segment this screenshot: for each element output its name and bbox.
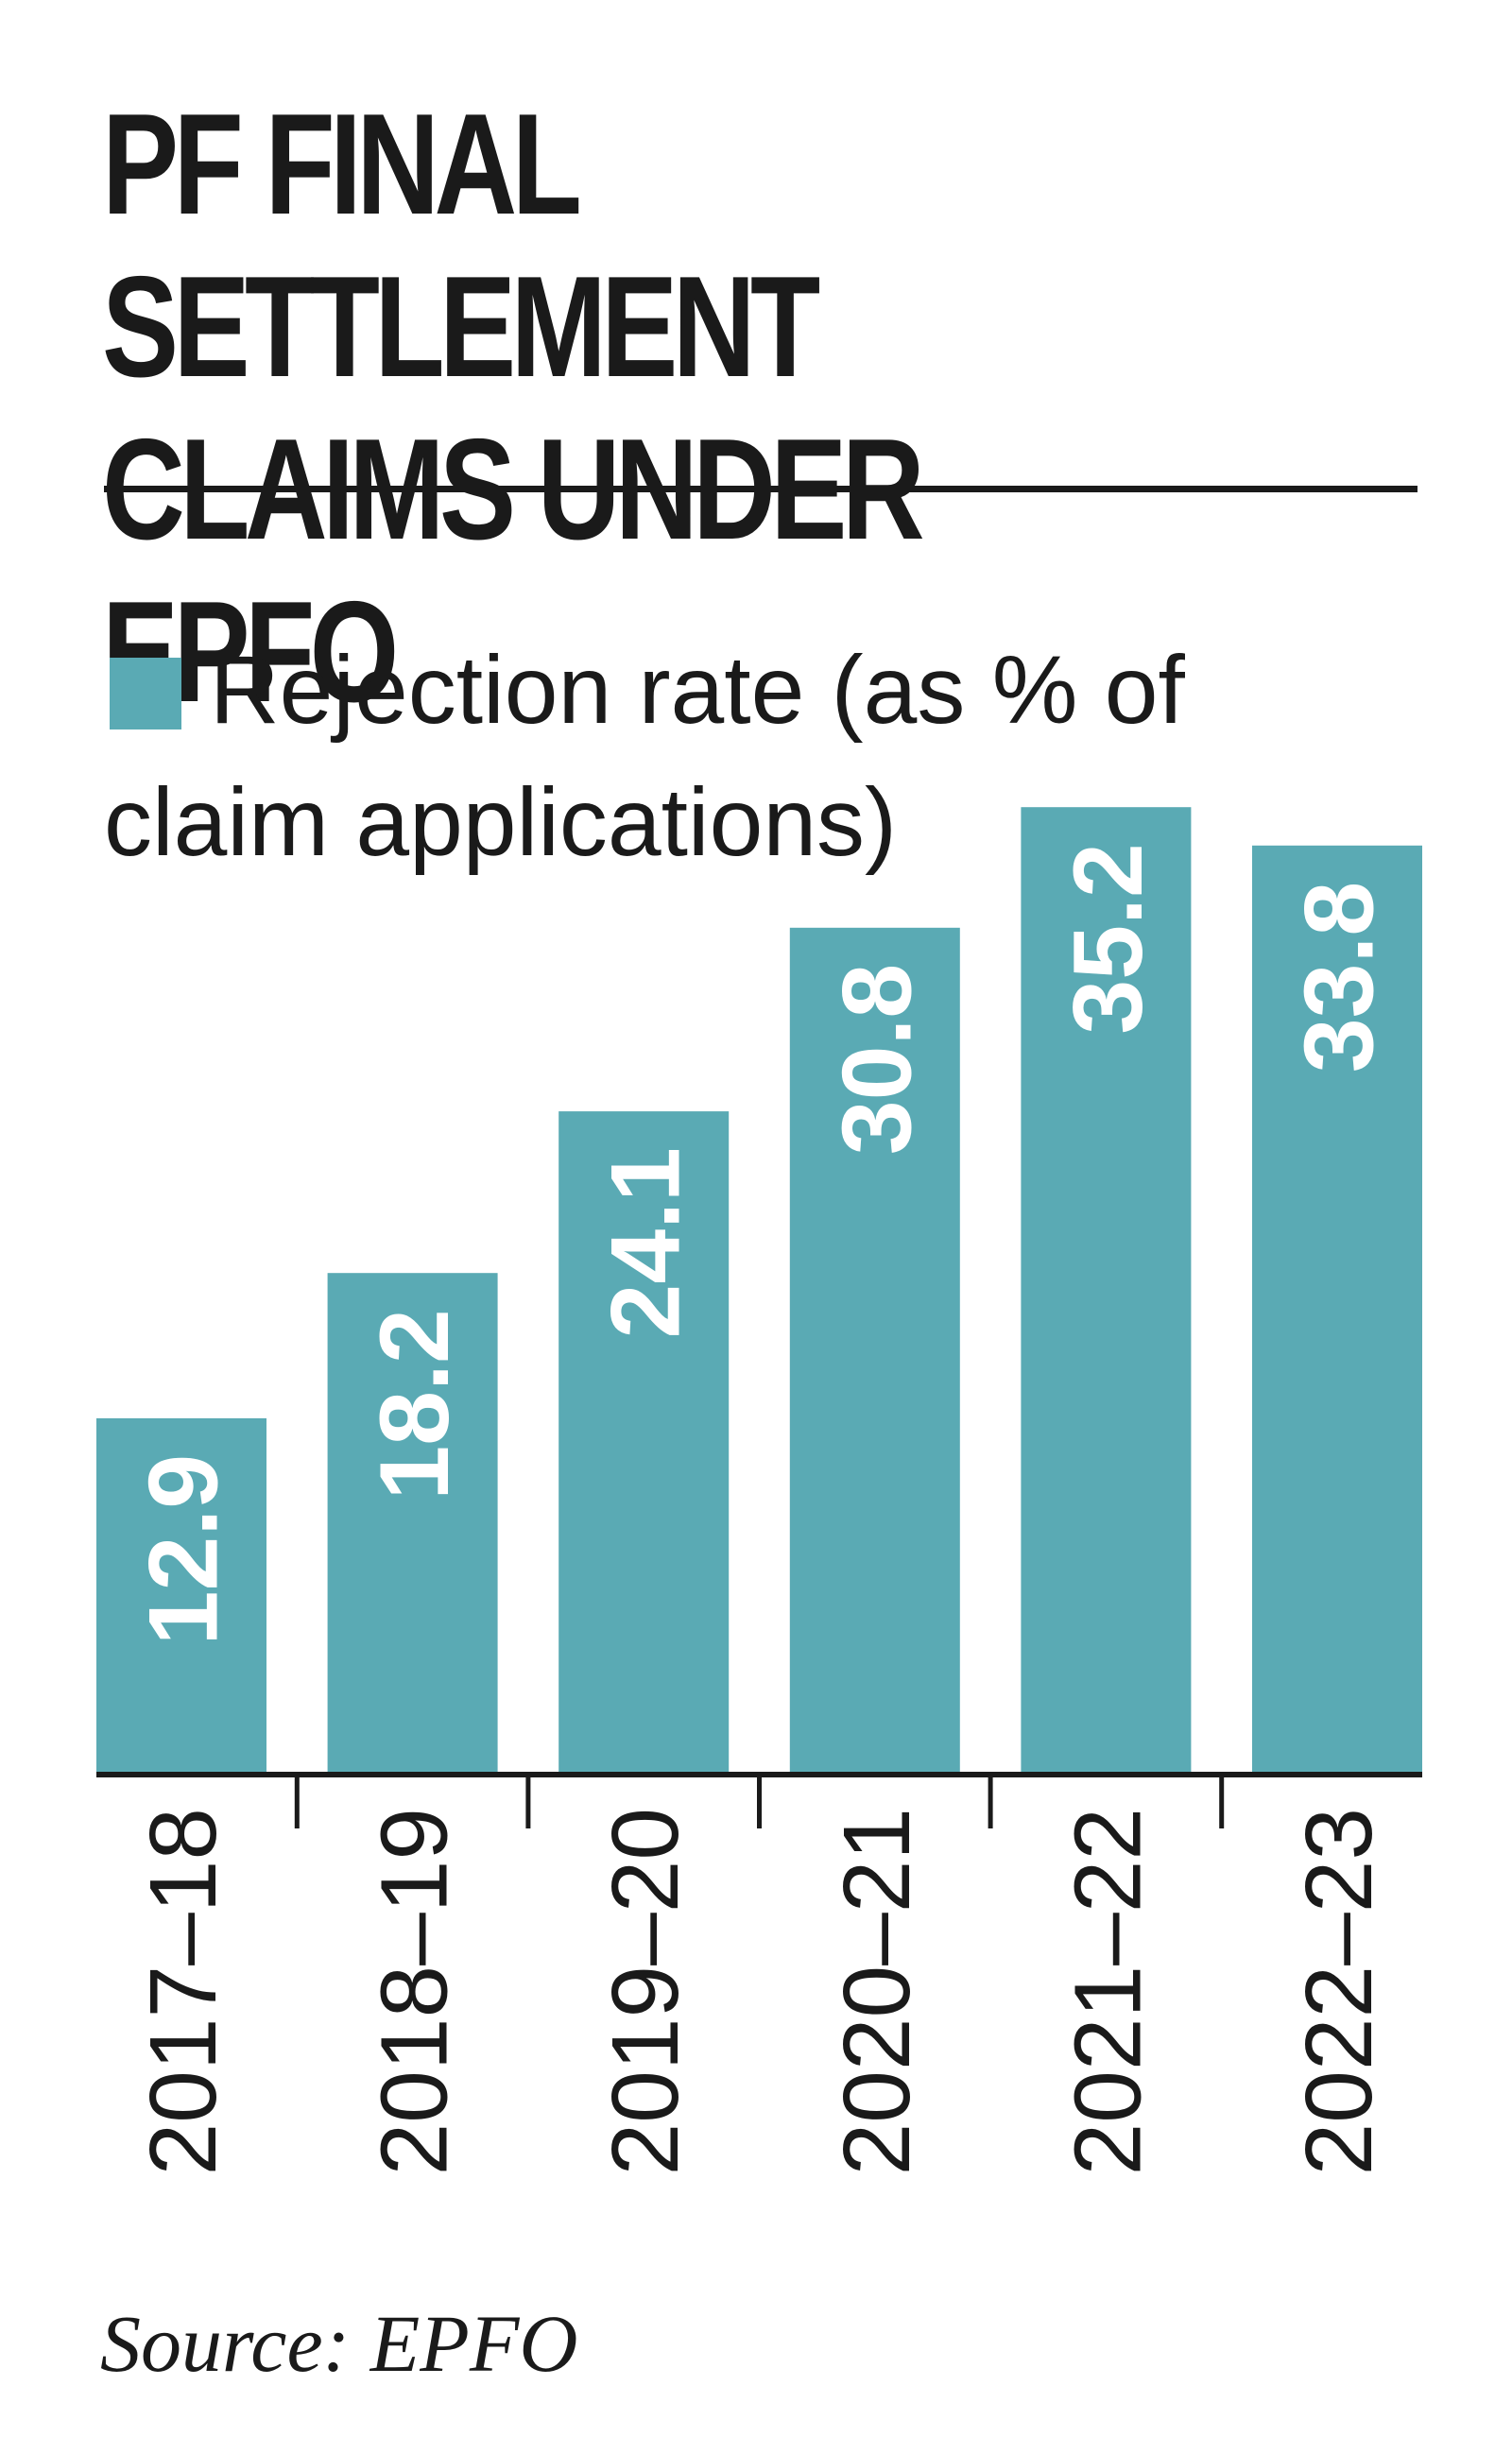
category-label-2018-19: 2018–19: [362, 1808, 468, 2175]
bars-group: [96, 807, 1422, 1772]
category-label-2020-21: 2020–21: [824, 1808, 930, 2175]
bar-value-label: 24.1: [592, 1147, 701, 1338]
bar-value-label: 30.8: [822, 964, 932, 1155]
bar-value-label: 12.9: [129, 1454, 238, 1645]
category-label-2019-20: 2019–20: [593, 1808, 698, 2175]
bar-value-label: 33.8: [1284, 882, 1394, 1073]
bar-2021-22: [1021, 807, 1192, 1772]
bar-value-label: 18.2: [360, 1309, 470, 1500]
category-label-2017-18: 2017–18: [130, 1808, 236, 2175]
source-note: Source: EPFO: [100, 2298, 578, 2389]
category-label-2022-23: 2022–23: [1286, 1808, 1392, 2175]
bar-2019-20: [558, 1111, 730, 1772]
bar-2022-23: [1252, 845, 1422, 1772]
bar-2017-18: [96, 1417, 266, 1772]
category-labels-group: 2017–18 2018–19 2019–20 2020–21 2021–22 2022–…: [130, 1808, 1392, 2175]
bar-2018-19: [327, 1273, 498, 1772]
category-label-2021-22: 2021–22: [1055, 1808, 1160, 2175]
legend-label: Rejection rate (as % of claim applicatio…: [104, 636, 1185, 876]
x-axis-ticks-group: [294, 1772, 1225, 1828]
value-labels-group: 12.9 18.2 24.1 30.8 35.2 33.8: [129, 843, 1394, 1645]
legend-swatch: [110, 658, 181, 729]
title-rule: [104, 486, 1418, 492]
bar-2020-21: [789, 927, 960, 1772]
bar-value-label: 35.2: [1054, 843, 1163, 1034]
